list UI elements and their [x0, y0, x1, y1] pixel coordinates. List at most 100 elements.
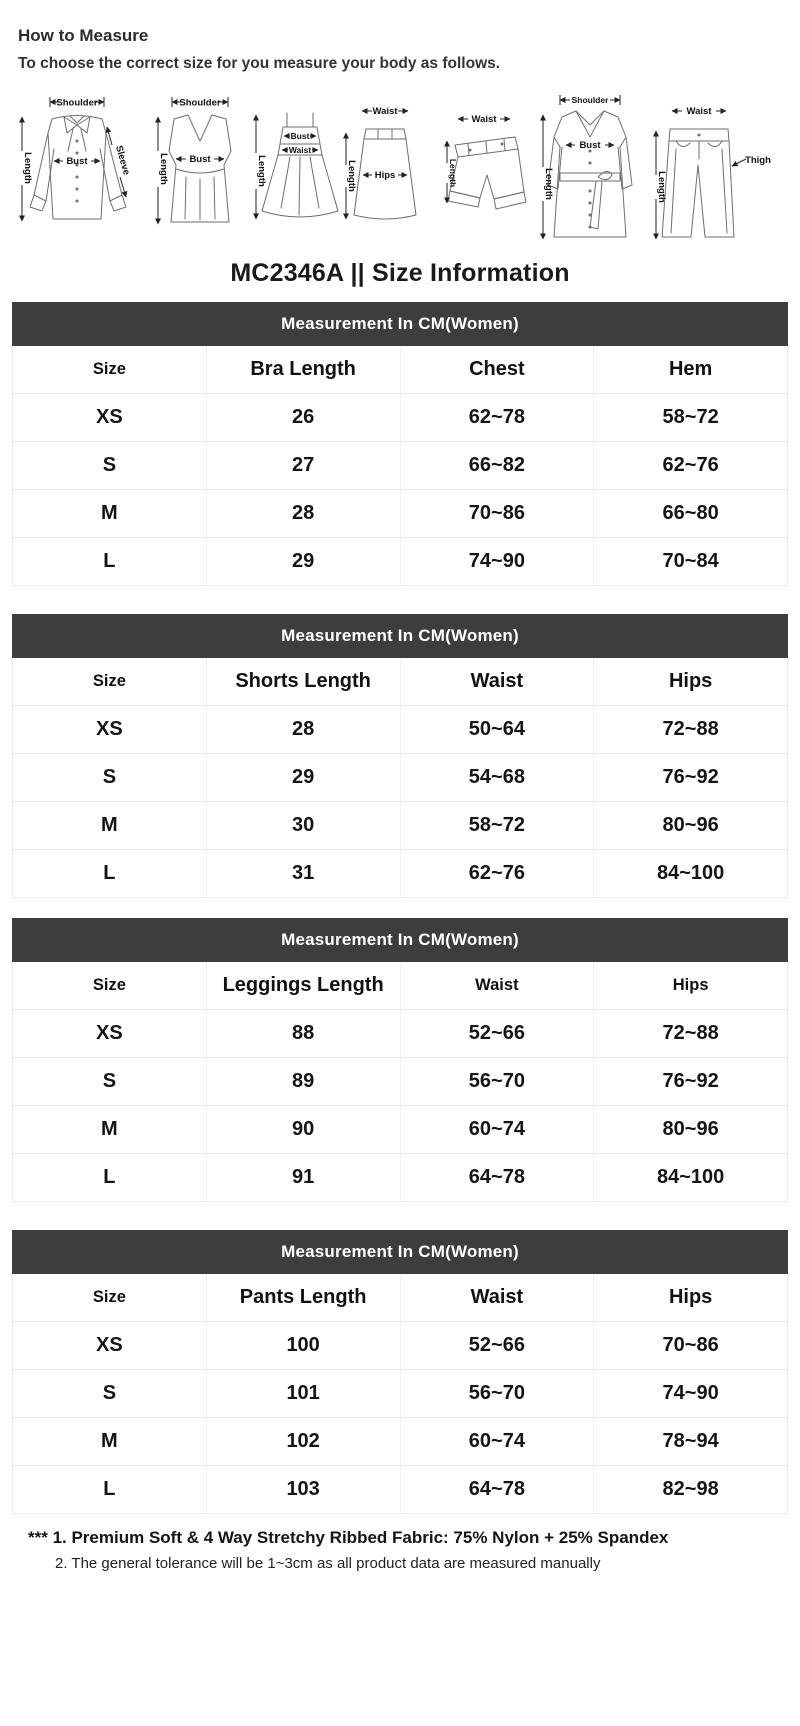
cell: M	[12, 801, 207, 850]
col-header-shorts-length: Shorts Length	[205, 658, 400, 706]
table-row: M 30 58~72 80~96	[12, 801, 788, 850]
table-row: L 31 62~76 84~100	[12, 849, 788, 898]
coat-illustration: Shoulder Bust Length	[540, 95, 633, 240]
cell: 70~84	[593, 537, 788, 586]
cell: 101	[205, 1369, 400, 1418]
cell: 26	[205, 393, 400, 442]
cell: 58~72	[593, 393, 788, 442]
table-row: XS 100 52~66 70~86	[12, 1321, 788, 1370]
table-row: L 29 74~90 70~84	[12, 537, 788, 586]
cell: 74~90	[593, 1369, 788, 1418]
size-table: Size Pants Length Waist Hips XS 100 52~6…	[12, 1274, 788, 1514]
cell: XS	[12, 393, 207, 442]
col-header-size: Size	[92, 672, 126, 690]
cell: S	[12, 441, 207, 490]
cell: S	[12, 1057, 207, 1106]
col-header-waist: Waist	[399, 1274, 594, 1322]
cell: 64~78	[399, 1153, 594, 1202]
cell: 76~92	[593, 1057, 788, 1106]
table-row: S 101 56~70 74~90	[12, 1369, 788, 1418]
col-header-waist: Waist	[399, 658, 594, 706]
table-row: L 103 64~78 82~98	[12, 1465, 788, 1514]
tank-top-illustration: Shoulder Length Bust	[155, 97, 232, 225]
skirt-illustration: Waist Length Hips	[343, 106, 417, 220]
tank-bust-label: Bust	[189, 154, 211, 165]
pants-waist-label: Waist	[687, 106, 713, 117]
pants-thigh-label: Thigh	[745, 155, 771, 166]
cell: 56~70	[399, 1057, 594, 1106]
blouse-length-label: Length	[22, 152, 33, 184]
cell: L	[12, 1153, 207, 1202]
col-header-bra-length: Bra Length	[205, 346, 400, 394]
cell: 102	[205, 1417, 400, 1466]
cell: 28	[205, 705, 400, 754]
col-header-hips: Hips	[593, 1274, 788, 1322]
coat-length-label: Length	[543, 168, 554, 200]
cami-dress-illustration: Length Bust Waist	[253, 112, 339, 220]
skirt-waist-label: Waist	[373, 106, 399, 117]
cell: S	[12, 1369, 207, 1418]
cell: 72~88	[593, 705, 788, 754]
fabric-note: *** 1. Premium Soft & 4 Way Stretchy Rib…	[28, 1528, 669, 1547]
size-table-leggings: Measurement In CM(Women) Size Leggings L…	[12, 918, 788, 1202]
col-header-size: Size	[92, 360, 126, 378]
table-row: S 29 54~68 76~92	[12, 753, 788, 802]
cell: 89	[205, 1057, 400, 1106]
table-row: L 91 64~78 84~100	[12, 1153, 788, 1202]
size-table: Size Bra Length Chest Hem XS 26 62~78 58…	[12, 346, 788, 586]
page-subtitle: To choose the correct size for you measu…	[18, 55, 501, 72]
cell: M	[12, 1105, 207, 1154]
cell: 29	[205, 537, 400, 586]
cell: 27	[205, 441, 400, 490]
table-row: M 102 60~74 78~94	[12, 1417, 788, 1466]
cell: 66~80	[593, 489, 788, 538]
cell: M	[12, 1417, 207, 1466]
cell: 56~70	[399, 1369, 594, 1418]
col-header-leggings-length: Leggings Length	[205, 962, 400, 1010]
table-row: M 28 70~86 66~80	[12, 489, 788, 538]
shorts-waist-label: Waist	[472, 114, 498, 125]
size-table-pants: Measurement In CM(Women) Size Pants Leng…	[12, 1230, 788, 1514]
cell: 70~86	[593, 1321, 788, 1370]
cell: L	[12, 849, 207, 898]
cell: L	[12, 537, 207, 586]
cell: 78~94	[593, 1417, 788, 1466]
cell: 80~96	[593, 1105, 788, 1154]
pants-length-label: Length	[656, 171, 667, 203]
coat-shoulder-label: Shoulder	[572, 95, 610, 105]
cell: XS	[12, 1009, 207, 1058]
cell: L	[12, 1465, 207, 1514]
table-row: S 27 66~82 62~76	[12, 441, 788, 490]
cami-waist-label: Waist	[289, 145, 312, 155]
col-header-size: Size	[92, 1288, 126, 1306]
table-row: S 89 56~70 76~92	[12, 1057, 788, 1106]
cell: 91	[205, 1153, 400, 1202]
col-header-hips: Hips	[593, 658, 788, 706]
cell: 62~78	[399, 393, 594, 442]
tank-shoulder-label: Shoulder	[179, 98, 220, 109]
column-header-row: Size Pants Length Waist Hips	[13, 1274, 788, 1322]
size-table-shorts: Measurement In CM(Women) Size Shorts Len…	[12, 614, 788, 898]
cell: 84~100	[593, 849, 788, 898]
cell: 28	[205, 489, 400, 538]
coat-bust-label: Bust	[579, 140, 601, 151]
cell: 82~98	[593, 1465, 788, 1514]
skirt-hips-label: Hips	[375, 170, 396, 181]
col-header-hem: Hem	[593, 346, 788, 394]
shorts-illustration: Waist Length	[444, 114, 527, 210]
cell: 30	[205, 801, 400, 850]
col-header-chest: Chest	[399, 346, 594, 394]
page-title: How to Measure	[18, 26, 149, 45]
cell: 58~72	[399, 801, 594, 850]
column-header-row: Size Bra Length Chest Hem	[13, 346, 788, 394]
table-header-bar: Measurement In CM(Women)	[12, 302, 788, 346]
blouse-illustration: Shoulder Length Bust Sleeve	[19, 97, 132, 222]
size-table: Size Leggings Length Waist Hips XS 88 52…	[12, 962, 788, 1202]
cell: 80~96	[593, 801, 788, 850]
cami-bust-label: Bust	[291, 131, 310, 141]
cell: S	[12, 753, 207, 802]
cell: M	[12, 489, 207, 538]
blouse-bust-label: Bust	[66, 156, 88, 167]
cell: 76~92	[593, 753, 788, 802]
table-row: XS 88 52~66 72~88	[12, 1009, 788, 1058]
